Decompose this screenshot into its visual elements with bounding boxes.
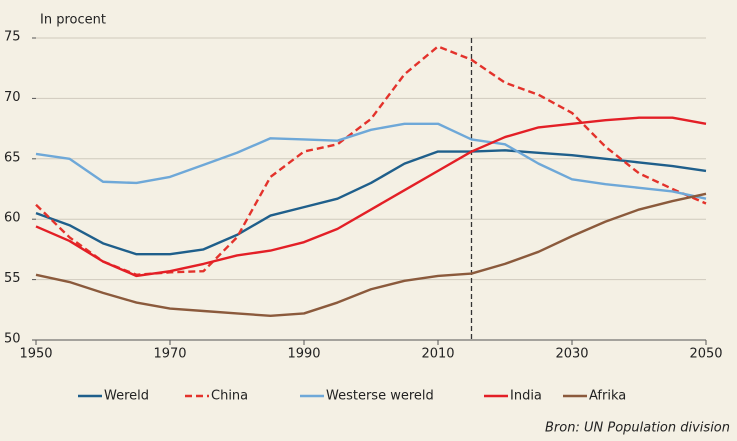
y-tick-label: 55	[4, 271, 21, 286]
legend-label: Wereld	[104, 389, 149, 404]
x-tick-label: 2010	[421, 347, 454, 362]
y-axis-label: In procent	[40, 13, 106, 28]
y-tick-label: 75	[4, 30, 21, 45]
series-line	[35, 149, 707, 256]
y-tick-label: 65	[4, 150, 21, 165]
legend-label: China	[211, 389, 248, 404]
y-tick-label: 50	[4, 332, 21, 347]
series-line	[35, 122, 707, 200]
y-tick-label: 60	[4, 211, 21, 226]
legend-label: India	[510, 389, 542, 404]
x-tick-label: 1950	[19, 347, 52, 362]
legend-label: Afrika	[589, 389, 626, 404]
x-tick-label: 2050	[689, 347, 722, 362]
series-line	[35, 192, 707, 318]
y-tick-label: 70	[4, 90, 21, 105]
legend-label: Westerse wereld	[326, 389, 434, 404]
x-tick-label: 2030	[555, 347, 588, 362]
x-tick-label: 1990	[287, 347, 320, 362]
source: Bron: UN Population division	[545, 421, 730, 436]
series-line	[35, 116, 707, 278]
x-tick-label: 1970	[153, 347, 186, 362]
